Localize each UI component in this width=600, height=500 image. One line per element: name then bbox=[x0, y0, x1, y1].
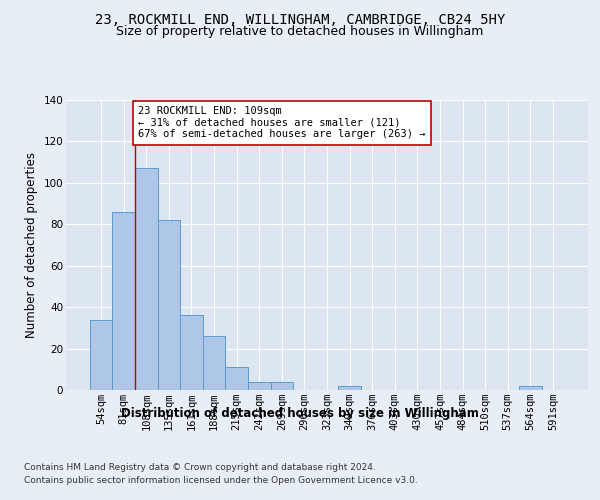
Bar bbox=[338, 386, 361, 390]
Text: 23, ROCKMILL END, WILLINGHAM, CAMBRIDGE, CB24 5HY: 23, ROCKMILL END, WILLINGHAM, CAMBRIDGE,… bbox=[95, 12, 505, 26]
Bar bbox=[203, 336, 226, 390]
Text: 23 ROCKMILL END: 109sqm
← 31% of detached houses are smaller (121)
67% of semi-d: 23 ROCKMILL END: 109sqm ← 31% of detache… bbox=[139, 106, 426, 140]
Y-axis label: Number of detached properties: Number of detached properties bbox=[25, 152, 38, 338]
Text: Distribution of detached houses by size in Willingham: Distribution of detached houses by size … bbox=[121, 408, 479, 420]
Bar bbox=[180, 316, 203, 390]
Bar bbox=[90, 320, 112, 390]
Bar bbox=[135, 168, 158, 390]
Bar bbox=[248, 382, 271, 390]
Text: Contains public sector information licensed under the Open Government Licence v3: Contains public sector information licen… bbox=[24, 476, 418, 485]
Text: Contains HM Land Registry data © Crown copyright and database right 2024.: Contains HM Land Registry data © Crown c… bbox=[24, 462, 376, 471]
Bar bbox=[158, 220, 180, 390]
Bar bbox=[112, 212, 135, 390]
Bar bbox=[519, 386, 542, 390]
Bar bbox=[226, 367, 248, 390]
Text: Size of property relative to detached houses in Willingham: Size of property relative to detached ho… bbox=[116, 25, 484, 38]
Bar bbox=[271, 382, 293, 390]
